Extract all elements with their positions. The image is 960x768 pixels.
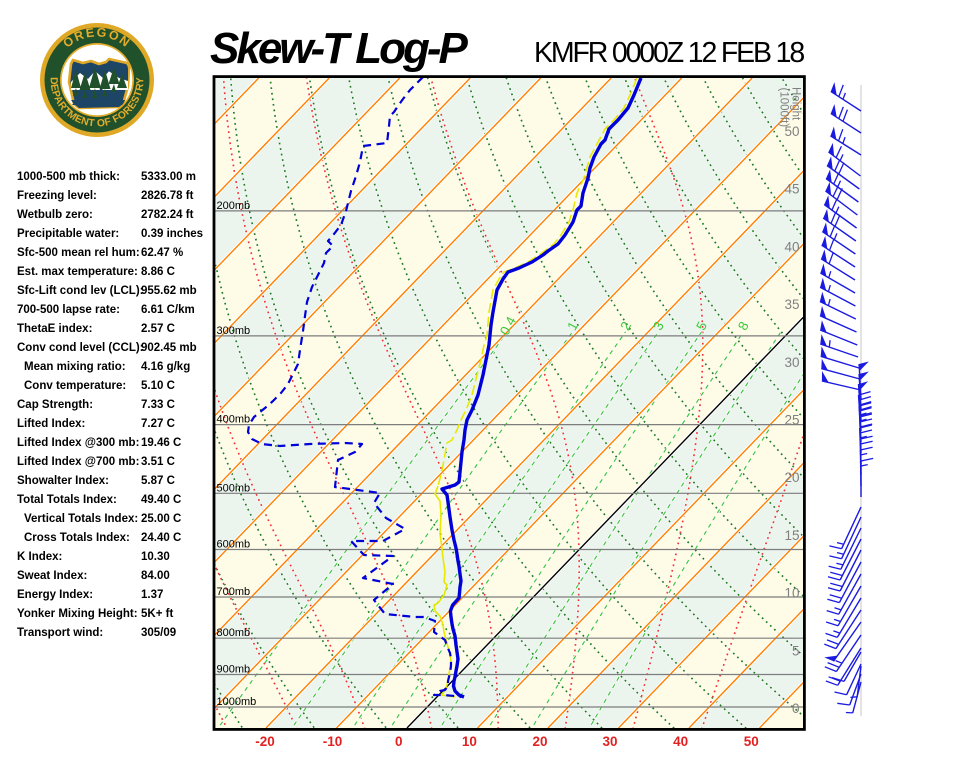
svg-text:5333.00 m: 5333.00 m [141, 171, 196, 183]
svg-text:2.57 C: 2.57 C [141, 323, 175, 335]
svg-text:1.37: 1.37 [141, 589, 163, 601]
svg-text:400mb: 400mb [217, 414, 251, 426]
svg-text:49.40 C: 49.40 C [141, 494, 181, 506]
svg-text:2826.78 ft: 2826.78 ft [141, 190, 194, 202]
svg-text:500mb: 500mb [217, 482, 251, 494]
svg-text:45: 45 [784, 182, 799, 197]
svg-text:50: 50 [744, 734, 759, 749]
svg-text:25: 25 [784, 413, 799, 428]
svg-text:2782.24 ft: 2782.24 ft [141, 209, 194, 221]
svg-text:40: 40 [784, 239, 799, 254]
svg-text:40: 40 [673, 734, 688, 749]
svg-text:24.40 C: 24.40 C [141, 532, 181, 544]
svg-text:8.86 C: 8.86 C [141, 266, 175, 278]
svg-text:4.16 g/kg: 4.16 g/kg [141, 361, 190, 373]
svg-text:Showalter Index:: Showalter Index: [17, 475, 109, 487]
svg-text:Cross Totals Index:: Cross Totals Index: [24, 532, 130, 544]
svg-text:K Index:: K Index: [17, 551, 62, 563]
svg-text:0: 0 [792, 701, 800, 716]
svg-text:20: 20 [532, 734, 547, 749]
svg-text:Cap Strength:: Cap Strength: [17, 399, 93, 411]
svg-text:62.47 %: 62.47 % [141, 247, 183, 259]
svg-text:10.30: 10.30 [141, 551, 170, 563]
svg-text:-10: -10 [323, 734, 343, 749]
svg-text:(1000ft): (1000ft) [778, 88, 790, 128]
svg-text:10: 10 [462, 734, 477, 749]
svg-text:Precipitable water:: Precipitable water: [17, 228, 119, 240]
svg-text:Vertical Totals Index:: Vertical Totals Index: [24, 513, 138, 525]
svg-text:15: 15 [784, 528, 799, 543]
svg-text:5: 5 [792, 643, 800, 658]
svg-text:84.00: 84.00 [141, 570, 170, 582]
svg-text:Conv temperature:: Conv temperature: [24, 380, 126, 392]
svg-text:0: 0 [395, 734, 403, 749]
svg-text:19.46 C: 19.46 C [141, 437, 181, 449]
svg-text:200mb: 200mb [217, 200, 251, 212]
svg-text:Height: Height [790, 87, 802, 121]
svg-text:0.39 inches: 0.39 inches [141, 228, 203, 240]
svg-text:Lifted Index:: Lifted Index: [17, 418, 85, 430]
svg-text:7.33 C: 7.33 C [141, 399, 175, 411]
svg-text:Sfc-Lift cond lev (LCL):: Sfc-Lift cond lev (LCL): [17, 285, 144, 297]
svg-text:25.00 C: 25.00 C [141, 513, 181, 525]
svg-text:700mb: 700mb [217, 586, 251, 598]
svg-text:Lifted Index @300 mb:: Lifted Index @300 mb: [17, 437, 139, 449]
svg-text:6.61 C/km: 6.61 C/km [141, 304, 195, 316]
svg-text:305/09: 305/09 [141, 627, 176, 639]
svg-text:900mb: 900mb [217, 664, 251, 676]
svg-text:Sweat Index:: Sweat Index: [17, 570, 87, 582]
svg-text:Sfc-500 mean rel hum:: Sfc-500 mean rel hum: [17, 247, 140, 259]
svg-text:KMFR 0000Z 12 FEB 18: KMFR 0000Z 12 FEB 18 [534, 37, 804, 69]
svg-text:5K+ ft: 5K+ ft [141, 608, 173, 620]
svg-text:20: 20 [784, 470, 799, 485]
svg-text:1000mb: 1000mb [217, 696, 257, 708]
svg-text:Est. max temperature:: Est. max temperature: [17, 266, 138, 278]
svg-text:30: 30 [784, 355, 799, 370]
svg-text:300mb: 300mb [217, 325, 251, 337]
svg-text:Freezing level:: Freezing level: [17, 190, 97, 202]
svg-text:3.51 C: 3.51 C [141, 456, 175, 468]
svg-text:35: 35 [784, 297, 799, 312]
svg-text:Energy Index:: Energy Index: [17, 589, 93, 601]
svg-text:1000-500 mb thick:: 1000-500 mb thick: [17, 171, 120, 183]
svg-text:800mb: 800mb [217, 627, 251, 639]
svg-text:Mean mixing ratio:: Mean mixing ratio: [24, 361, 126, 373]
svg-text:5.10 C: 5.10 C [141, 380, 175, 392]
svg-text:902.45 mb: 902.45 mb [141, 342, 197, 354]
svg-text:Transport wind:: Transport wind: [17, 627, 103, 639]
svg-text:700-500 lapse rate:: 700-500 lapse rate: [17, 304, 120, 316]
svg-text:7.27 C: 7.27 C [141, 418, 175, 430]
svg-text:-20: -20 [255, 734, 275, 749]
svg-text:955.62 mb: 955.62 mb [141, 285, 197, 297]
svg-text:50: 50 [784, 124, 799, 139]
svg-text:Lifted Index @700 mb:: Lifted Index @700 mb: [17, 456, 139, 468]
svg-text:Yonker Mixing Height:: Yonker Mixing Height: [17, 608, 138, 620]
svg-text:600mb: 600mb [217, 539, 251, 551]
svg-text:10: 10 [784, 586, 799, 601]
svg-text:ThetaE index:: ThetaE index: [17, 323, 92, 335]
svg-text:Wetbulb zero:: Wetbulb zero: [17, 209, 93, 221]
svg-text:Skew-T Log-P: Skew-T Log-P [210, 24, 469, 73]
svg-text:5.87 C: 5.87 C [141, 475, 175, 487]
svg-text:Total Totals Index:: Total Totals Index: [17, 494, 117, 506]
svg-text:30: 30 [602, 734, 617, 749]
svg-text:Conv cond level (CCL):: Conv cond level (CCL): [17, 342, 144, 354]
